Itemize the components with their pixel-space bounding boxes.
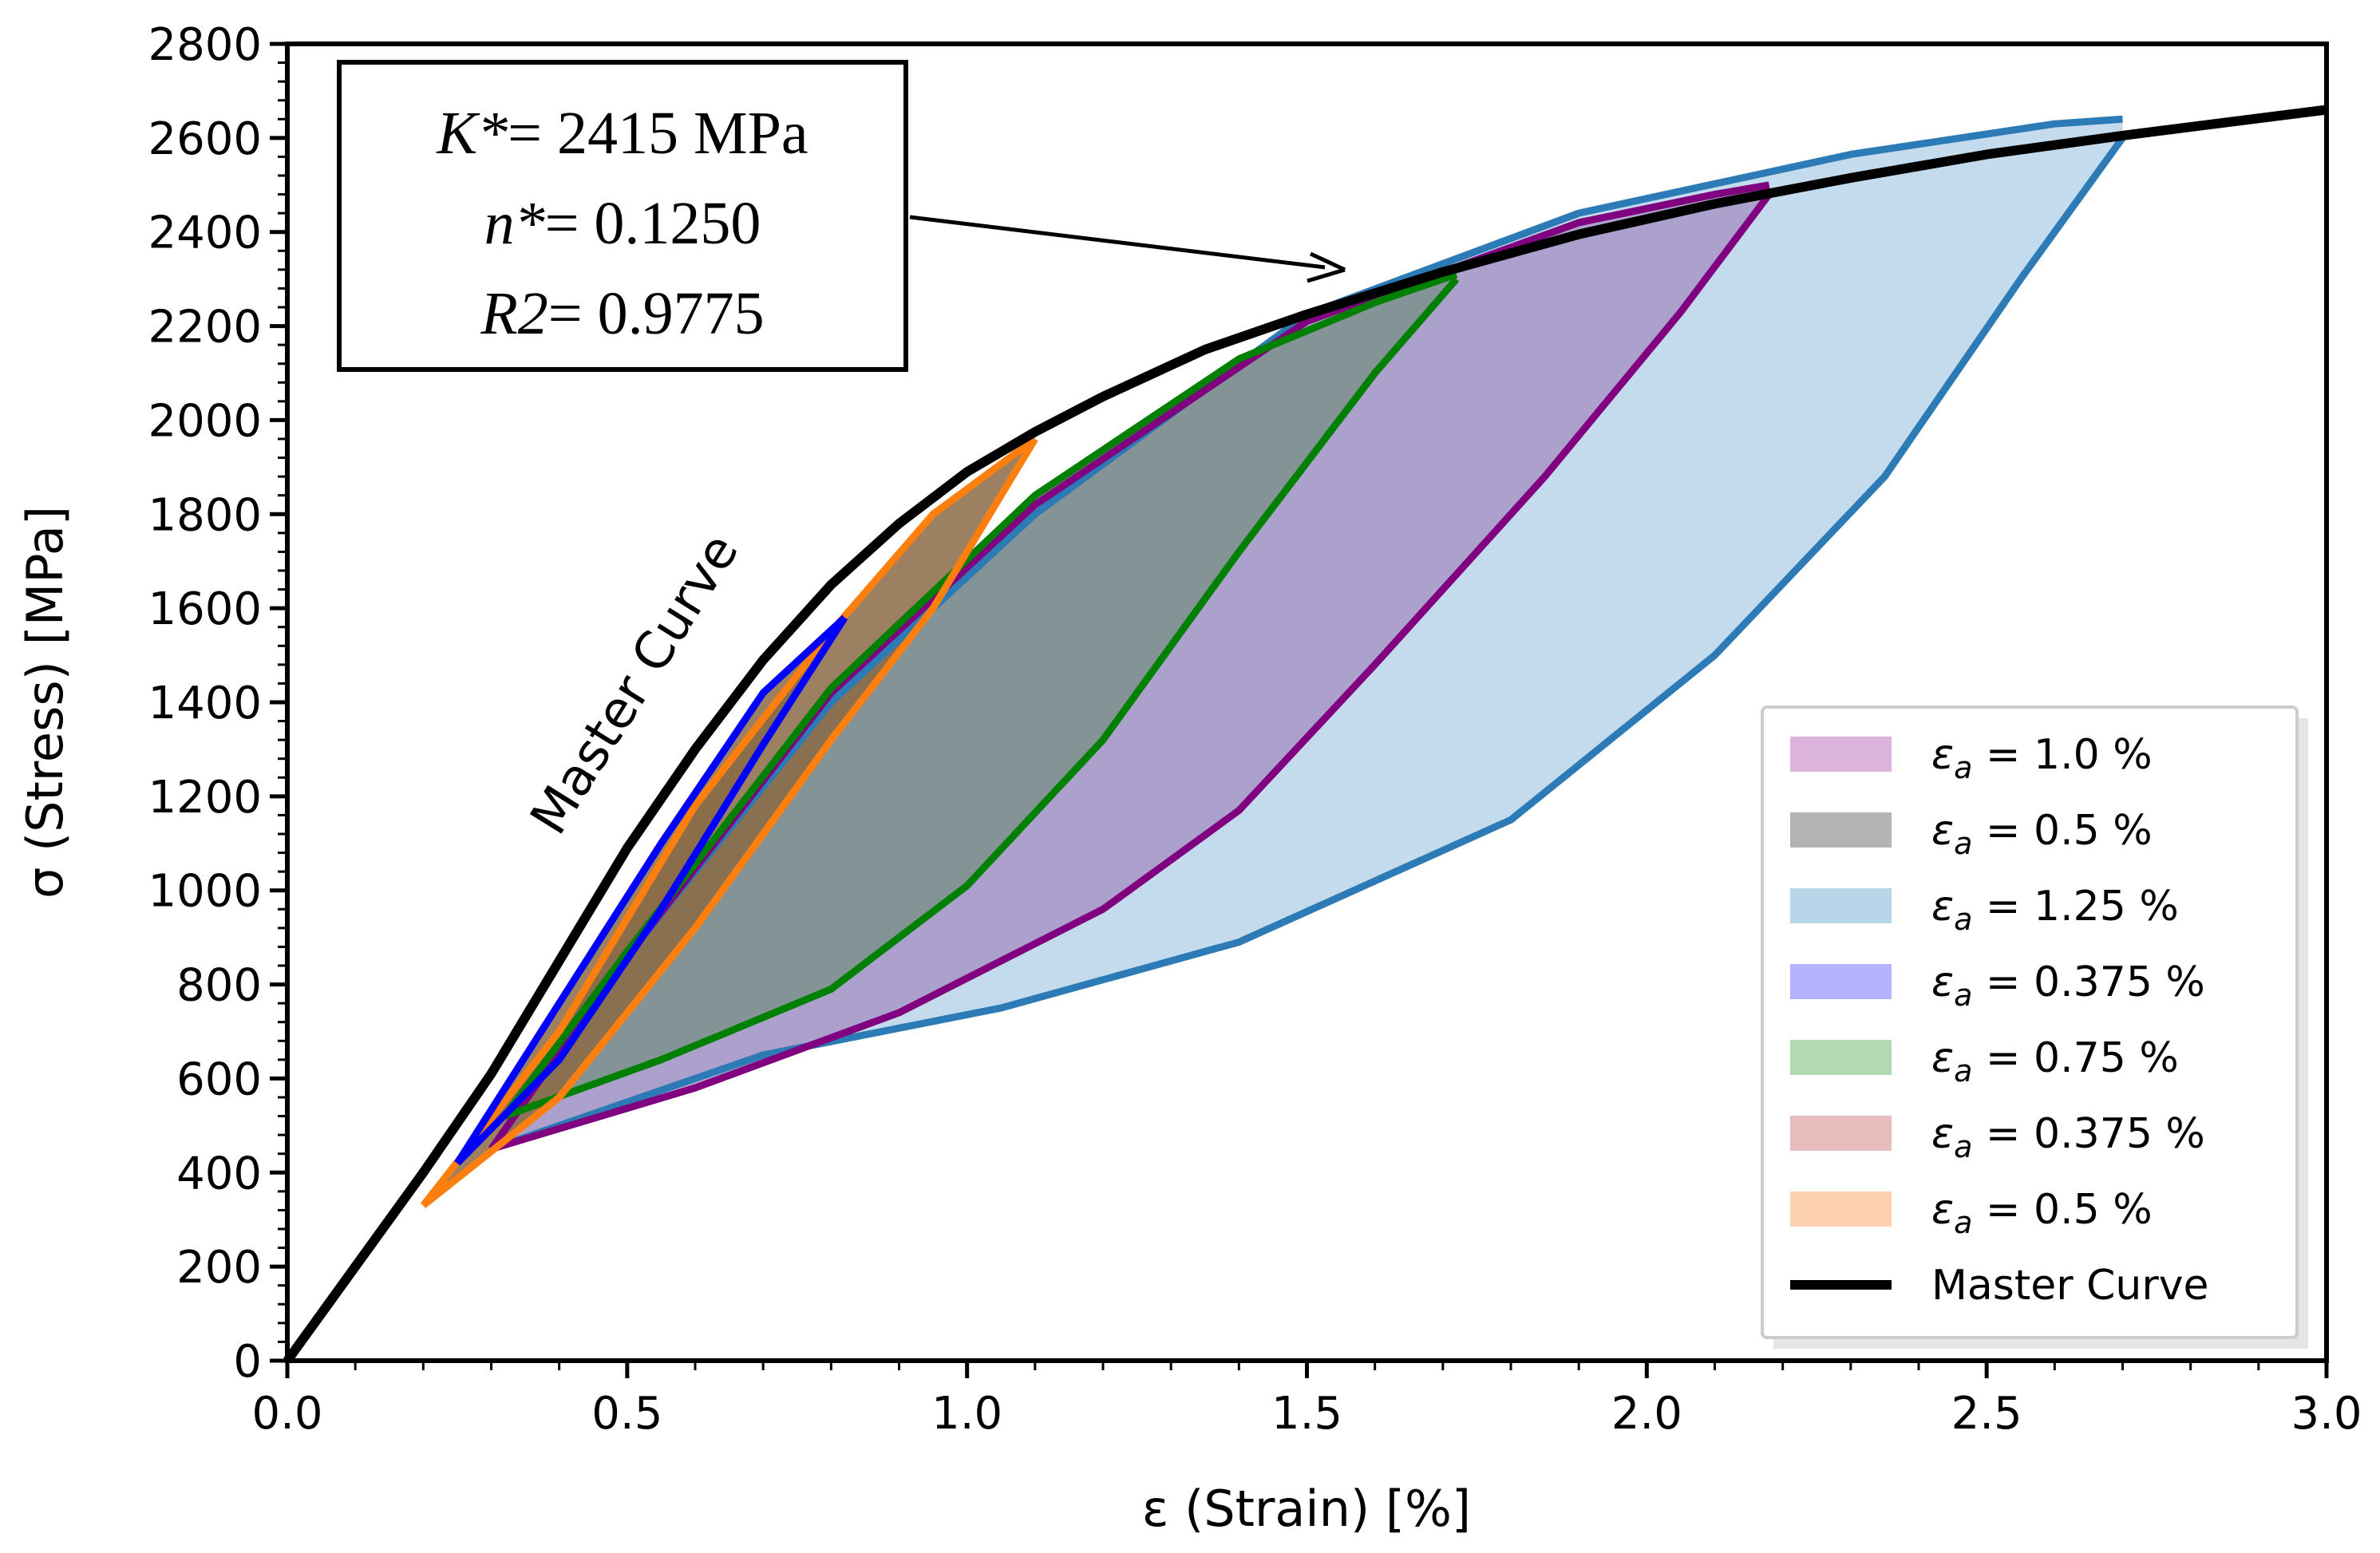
legend-label: εa = 0.375 % xyxy=(1931,1110,2205,1164)
arrow-shaft xyxy=(909,215,1326,270)
legend-swatch xyxy=(1790,888,1892,923)
y-tick-label: 200 xyxy=(176,1242,262,1294)
y-tick-label: 1400 xyxy=(148,678,262,729)
legend: εa = 1.0 %εa = 0.5 %εa = 1.25 %εa = 0.37… xyxy=(1761,705,2308,1349)
legend-frame xyxy=(1761,705,2299,1339)
fit-box-frame xyxy=(337,60,908,372)
loop-upper-line-2 xyxy=(501,271,1458,1119)
x-tick-label: 2.0 xyxy=(1611,1388,1682,1440)
legend-swatch xyxy=(1790,812,1892,848)
legend-label-sub: a xyxy=(1954,1129,1972,1164)
legend-label-rest: = 0.375 % xyxy=(1972,958,2204,1006)
loop-lower-line-2 xyxy=(504,276,1460,1120)
y-tick-label: 2400 xyxy=(148,207,262,259)
loop-lower-line-4 xyxy=(454,615,848,1166)
legend-label-main: ε xyxy=(1931,807,1954,855)
loop-fill-2 xyxy=(504,274,1457,1116)
master-curve-group xyxy=(283,105,2327,1364)
loop-lower-line-3 xyxy=(421,437,1038,1209)
x-tick-label: 3.0 xyxy=(2291,1388,2362,1440)
x-tick-label: 1.0 xyxy=(931,1388,1002,1440)
x-tick-label: 0.5 xyxy=(591,1388,662,1440)
legend-label-sub: a xyxy=(1954,1205,1972,1240)
loop-lower-line-1 xyxy=(490,192,1773,1153)
legend-label-rest: = 0.5 % xyxy=(1972,807,2152,855)
legend-label: εa = 1.0 % xyxy=(1931,731,2153,785)
y-tick-label: 2800 xyxy=(148,19,262,71)
legend-label-main: ε xyxy=(1931,883,1954,931)
legend-label-sub: a xyxy=(1954,978,1972,1013)
y-tick-label: 1200 xyxy=(148,772,262,824)
master-curve-line xyxy=(283,105,2327,1364)
annotation-arrow xyxy=(909,215,1346,283)
legend-label: εa = 0.5 % xyxy=(1931,1186,2153,1240)
y-tick-label: 600 xyxy=(176,1053,262,1105)
n-star-line: n*= 0.1250 xyxy=(484,190,761,257)
y-axis-title: σ (Stress) [MPa] xyxy=(16,506,74,899)
legend-swatch xyxy=(1790,964,1892,999)
legend-label-rest: = 1.0 % xyxy=(1972,731,2152,779)
legend-label-main: ε xyxy=(1931,1110,1954,1158)
legend-label-main: Master Curve xyxy=(1931,1262,2209,1310)
legend-label-rest: = 1.25 % xyxy=(1972,883,2178,931)
x-tick-label: 1.5 xyxy=(1271,1388,1342,1440)
legend-label-sub: a xyxy=(1954,826,1972,861)
k-star-value: = 2415 MPa xyxy=(508,100,808,167)
loop-upper-line-4 xyxy=(454,614,848,1165)
arrow-head xyxy=(1307,251,1346,283)
k-star-line: K*= 2415 MPa xyxy=(436,100,808,167)
x-axis-ticks: 0.0 0.5 1.0 1.5 2.0 2.5 3.0 xyxy=(251,1361,2362,1440)
y-tick-label: 400 xyxy=(176,1148,262,1199)
y-tick-label: 1800 xyxy=(148,489,262,541)
legend-label: εa = 0.5 % xyxy=(1931,807,2153,861)
loop-upper-line-3 xyxy=(420,436,1038,1208)
legend-label-main: ε xyxy=(1931,1186,1954,1234)
y-tick-label: 1600 xyxy=(148,583,262,635)
y-tick-label: 2600 xyxy=(148,113,262,165)
x-tick-label: 0.0 xyxy=(251,1388,322,1440)
r-squared-symbol: R2 xyxy=(480,280,548,347)
loop-fill-4 xyxy=(457,617,845,1164)
legend-swatch xyxy=(1790,1191,1892,1227)
legend-swatch xyxy=(1790,1116,1892,1151)
r-squared-value: = 0.9775 xyxy=(548,280,765,347)
legend-label-sub: a xyxy=(1954,902,1972,937)
loop-lower-line-0 xyxy=(490,136,2126,1153)
legend-swatch xyxy=(1790,1040,1892,1075)
y-tick-label: 1000 xyxy=(148,866,262,918)
legend-label-main: ε xyxy=(1931,731,1954,779)
k-star-symbol: K* xyxy=(436,100,508,167)
y-tick-label: 800 xyxy=(176,960,262,1012)
legend-label-rest: = 0.75 % xyxy=(1972,1034,2178,1082)
legend-items: εa = 1.0 %εa = 0.5 %εa = 1.25 %εa = 0.37… xyxy=(1790,731,2209,1310)
legend-swatch xyxy=(1790,737,1892,772)
y-axis-ticks: 0 200 400 600 800 1000 1200 1400 1600 1800 2000 220… xyxy=(148,19,287,1388)
legend-label-sub: a xyxy=(1954,750,1972,785)
y-tick-label: 0 xyxy=(233,1336,262,1388)
legend-label-rest: = 0.375 % xyxy=(1972,1110,2204,1158)
legend-label: εa = 1.25 % xyxy=(1931,883,2179,937)
legend-label-main: ε xyxy=(1931,958,1954,1006)
legend-label: Master Curve xyxy=(1931,1262,2209,1310)
y-tick-label: 2200 xyxy=(148,302,262,354)
legend-label-rest: = 0.5 % xyxy=(1972,1186,2152,1234)
n-star-value: = 0.1250 xyxy=(545,190,761,257)
n-star-symbol: n* xyxy=(484,190,545,257)
legend-label: εa = 0.375 % xyxy=(1931,958,2205,1013)
r-squared-line: R2= 0.9775 xyxy=(480,280,764,347)
legend-label-main: ε xyxy=(1931,1034,1954,1082)
legend-label: εa = 0.75 % xyxy=(1931,1034,2179,1089)
y-tick-label: 2000 xyxy=(148,395,262,447)
x-tick-label: 2.5 xyxy=(1951,1388,2022,1440)
legend-label-sub: a xyxy=(1954,1053,1972,1089)
x-axis-title: ε (Strain) [%] xyxy=(1142,1480,1471,1538)
fit-parameters-box: K*= 2415 MPa n*= 0.1250 R2= 0.9775 xyxy=(337,60,908,372)
